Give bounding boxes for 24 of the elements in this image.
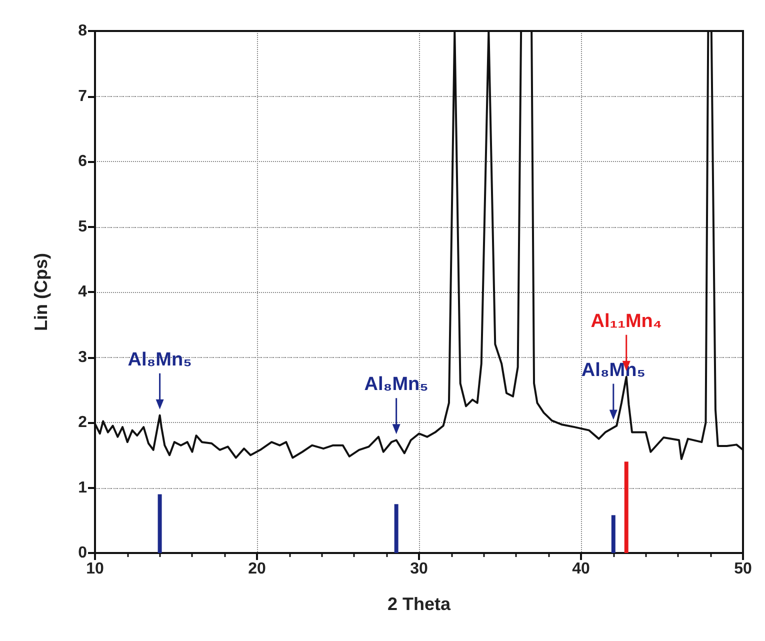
annotation: Al₈Mn₅ — [364, 374, 428, 396]
y-axis-title: Lin (Cps) — [31, 253, 51, 331]
x-axis-title: 2 Theta — [387, 594, 452, 614]
y-tick-label: 5 — [78, 218, 88, 236]
x-tick-label: 30 — [410, 560, 428, 578]
y-tick-label: 2 — [78, 414, 88, 431]
bar — [611, 515, 616, 553]
x-tick-label: 50 — [734, 560, 752, 578]
y-tick-label: 3 — [78, 348, 88, 366]
x-tick-label: 10 — [86, 560, 104, 578]
bar — [158, 494, 162, 553]
y-tick-label: 6 — [78, 153, 88, 170]
x-tick-label: 40 — [572, 560, 590, 578]
y-tick-label: 8 — [78, 22, 88, 40]
y-tick-label: 7 — [78, 88, 88, 105]
bar — [394, 504, 398, 553]
bar — [624, 462, 628, 553]
x-tick-label: 20 — [248, 560, 266, 578]
annotation: Al₈Mn₅ — [128, 349, 192, 370]
y-tick-label: 4 — [78, 284, 88, 300]
annotation: Al₈Mn₅ — [581, 360, 646, 381]
y-tick-label: 1 — [78, 479, 88, 496]
y-tick-label: 0 — [78, 544, 88, 562]
annotation: Al₁₁Mn₄ — [590, 310, 662, 332]
